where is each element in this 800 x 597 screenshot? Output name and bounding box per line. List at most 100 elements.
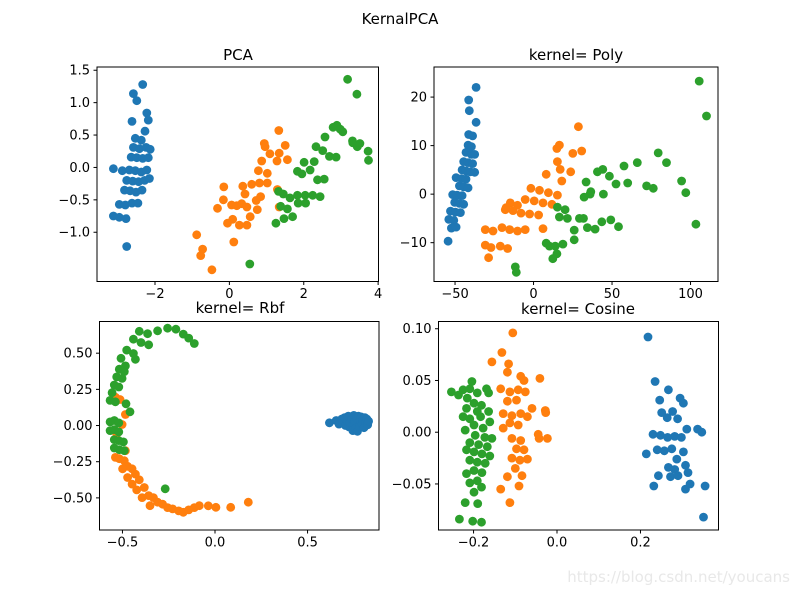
scatter-point-class1 (503, 472, 512, 482)
scatter-point-class2 (348, 136, 357, 146)
scatter-point-class0 (140, 126, 150, 136)
scatter-point-class2 (469, 420, 479, 430)
scatter-point-class2 (153, 326, 163, 336)
scatter-point-class2 (593, 167, 602, 177)
scatter-point-class2 (364, 155, 373, 165)
scatter-point-class1 (574, 122, 583, 132)
scatter-point-class1 (488, 226, 498, 236)
scatter-point-class1 (513, 226, 522, 236)
scatter-point-class2 (485, 451, 495, 461)
scatter-point-class1 (508, 206, 518, 216)
subplot-title-pca: PCA (223, 46, 253, 64)
scatter-point-class1 (495, 241, 505, 251)
scatter-point-class1 (507, 434, 517, 443)
scatter-point-class0 (673, 414, 682, 424)
scatter-point-class1 (516, 436, 526, 445)
scatter-point-class2 (189, 339, 199, 348)
scatter-point-class1 (517, 471, 527, 481)
scatter-point-class0 (699, 512, 708, 522)
y-tick-label: 20 (410, 91, 427, 106)
y-tick-label: 0.10 (403, 322, 432, 337)
scatter-point-class2 (694, 76, 704, 86)
scatter-point-class2 (558, 239, 568, 249)
scatter-point-class2 (134, 326, 144, 336)
scatter-point-class1 (514, 481, 524, 491)
scatter-point-class1 (505, 418, 515, 428)
scatter-point-class2 (469, 447, 479, 457)
scatter-point-class2 (472, 457, 482, 467)
scatter-point-class0 (659, 446, 669, 456)
axes-spines (99, 321, 380, 531)
scatter-point-class2 (363, 146, 373, 156)
scatter-point-class2 (276, 201, 286, 211)
scatter-point-class2 (454, 390, 463, 400)
y-tick-label: −10 (400, 236, 427, 251)
scatter-point-class2 (465, 384, 475, 394)
axes-spines (433, 66, 719, 282)
scatter-point-class2 (581, 177, 591, 187)
scatter-point-class2 (125, 407, 135, 417)
scatter-point-class1 (262, 178, 272, 188)
scatter-point-class0 (655, 395, 665, 405)
scatter-point-class2 (606, 215, 616, 225)
scatter-point-class2 (245, 259, 255, 269)
scatter-point-class2 (462, 393, 472, 403)
scatter-point-class1 (242, 220, 252, 230)
scatter-point-class2 (131, 354, 140, 364)
scatter-point-class1 (519, 445, 529, 455)
scatter-point-class1 (238, 181, 248, 191)
scatter-point-class2 (458, 412, 468, 422)
scatter-point-class0 (641, 449, 651, 459)
scatter-point-class2 (583, 223, 592, 233)
subplot-title-poly: kernel= Poly (528, 46, 624, 64)
scatter-point-class2 (575, 214, 584, 223)
scatter-point-class2 (114, 418, 124, 428)
scatter-point-class1 (577, 146, 587, 156)
scatter-point-class0 (137, 185, 147, 195)
y-tick-label: 0.25 (64, 383, 93, 398)
scatter-point-class2 (579, 192, 589, 202)
scatter-point-class1 (498, 409, 508, 418)
scatter-point-class2 (477, 449, 487, 459)
scatter-point-class2 (122, 345, 132, 355)
scatter-point-class1 (257, 156, 267, 166)
x-tick-label: 4 (374, 287, 382, 302)
scatter-point-class1 (533, 429, 543, 439)
scatter-point-class0 (142, 108, 152, 118)
scatter-point-class1 (535, 374, 545, 383)
scatter-point-class0 (142, 165, 152, 175)
scatter-point-class2 (171, 324, 181, 334)
scatter-point-class0 (643, 332, 653, 342)
scatter-point-class1 (505, 498, 515, 507)
scatter-point-class0 (143, 153, 153, 163)
scatter-point-class1 (213, 203, 222, 213)
y-tick-label: 0 (419, 188, 427, 203)
scatter-point-class2 (121, 399, 131, 409)
scatter-point-class2 (278, 189, 288, 199)
scatter-point-class1 (513, 385, 523, 395)
scatter-point-class2 (605, 171, 614, 181)
scatter-point-class1 (553, 190, 562, 200)
scatter-point-class1 (240, 189, 250, 199)
scatter-point-class1 (123, 473, 132, 482)
scatter-point-class1 (507, 411, 517, 421)
scatter-point-class2 (480, 433, 490, 442)
scatter-point-class1 (523, 412, 532, 422)
scatter-point-class0 (129, 89, 138, 98)
x-tick-label: 0 (529, 287, 537, 302)
scatter-point-class1 (568, 149, 578, 158)
scatter-point-class0 (364, 416, 373, 426)
y-tick-label: −0.25 (53, 455, 93, 470)
x-tick-label: 100 (678, 287, 703, 302)
scatter-point-class2 (468, 516, 478, 526)
scatter-point-class2 (681, 188, 691, 198)
scatter-point-class2 (163, 323, 173, 333)
scatter-point-class1 (283, 155, 292, 165)
scatter-point-class2 (300, 190, 310, 200)
scatter-point-class2 (116, 353, 126, 363)
scatter-point-class2 (642, 181, 651, 191)
x-tick-label: 0.5 (297, 536, 318, 551)
scatter-point-class2 (473, 499, 483, 508)
scatter-point-class2 (119, 446, 129, 456)
scatter-point-class0 (459, 199, 469, 209)
